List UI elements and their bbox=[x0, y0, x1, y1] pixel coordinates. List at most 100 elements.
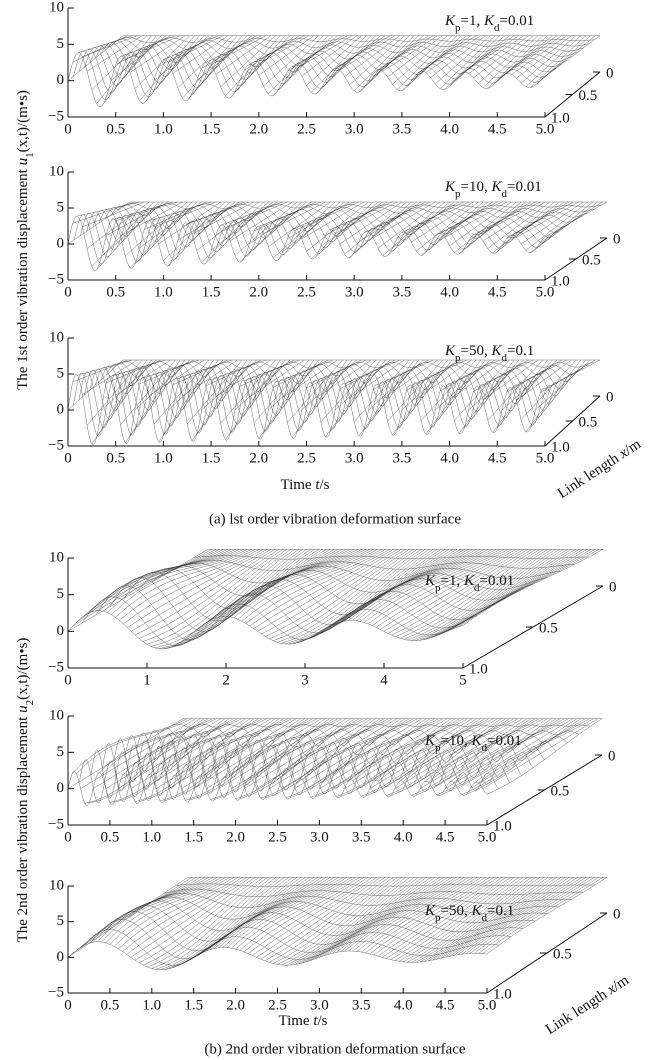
text-part: Time bbox=[278, 1013, 313, 1029]
x-tick-label: 3.0 bbox=[345, 284, 364, 300]
text-part: d bbox=[482, 912, 488, 924]
x-tick-label: 4.5 bbox=[488, 284, 507, 300]
mesh-line bbox=[177, 359, 233, 379]
x-tick-label: 4.5 bbox=[488, 121, 507, 137]
x-tick-label: 5.0 bbox=[536, 284, 555, 300]
mesh-line bbox=[79, 759, 499, 804]
text-part: (x,t)/(m•s) bbox=[15, 90, 31, 152]
mesh-line bbox=[269, 549, 410, 639]
text-part: d bbox=[482, 742, 488, 754]
mesh-line bbox=[119, 549, 260, 621]
mesh-line bbox=[123, 572, 520, 622]
mesh-line bbox=[67, 52, 546, 108]
y-tick-label: −5 bbox=[48, 984, 64, 1000]
depth-tick-label: 0 bbox=[606, 389, 614, 405]
mesh-line bbox=[105, 877, 226, 944]
mesh-line bbox=[78, 371, 557, 429]
x-tick-label: 4.0 bbox=[440, 450, 459, 466]
x-tick-label: 1 bbox=[143, 672, 151, 688]
y-tick-label: 10 bbox=[49, 163, 64, 179]
mesh-line bbox=[125, 735, 545, 772]
mesh-line bbox=[78, 49, 557, 93]
depth-tick-label: 1.0 bbox=[469, 661, 488, 677]
x-tick-label: 4.5 bbox=[436, 829, 455, 845]
mesh-line bbox=[425, 359, 481, 435]
mesh-line bbox=[358, 359, 415, 437]
mesh-line bbox=[281, 549, 422, 644]
text-part: 1 bbox=[24, 152, 36, 158]
y-tick-label: 0 bbox=[57, 949, 65, 965]
text-part: (x,t)/(m•s) bbox=[15, 638, 31, 700]
x-tick-label: 0.5 bbox=[106, 121, 125, 137]
text-part: u bbox=[15, 158, 31, 166]
mesh-line bbox=[67, 941, 488, 970]
mesh-line bbox=[164, 877, 285, 970]
y-axis-label: The 1st order vibration displacement u1(… bbox=[15, 90, 35, 390]
x-tick-label: 2 bbox=[222, 672, 230, 688]
y-tick-label: 0 bbox=[57, 401, 65, 417]
x-tick-label: 0.5 bbox=[101, 829, 120, 845]
mesh-line bbox=[97, 877, 218, 942]
x-tick-label: 0 bbox=[64, 450, 72, 466]
x-tick-label: 0 bbox=[64, 829, 72, 845]
text-part: =0.01 bbox=[487, 733, 522, 749]
caption: (b) 2nd order vibration deformation surf… bbox=[204, 1041, 465, 1057]
text-part: =10, bbox=[441, 733, 472, 749]
mesh-line bbox=[74, 214, 552, 265]
x-tick-label: 0 bbox=[64, 997, 72, 1013]
annotation: Kp=50, Kd=0.1 bbox=[424, 903, 514, 923]
mesh-line bbox=[439, 549, 580, 635]
text-part: d bbox=[502, 188, 508, 200]
mesh-line bbox=[378, 359, 434, 385]
depth-tick-label: 1.0 bbox=[551, 110, 570, 126]
mesh-line bbox=[146, 549, 288, 645]
mesh-line bbox=[151, 893, 572, 908]
mesh-line bbox=[75, 549, 216, 624]
mesh-line bbox=[67, 610, 464, 650]
mesh-line bbox=[103, 911, 524, 951]
y-tick-label: 0 bbox=[57, 780, 65, 796]
mesh-line bbox=[193, 555, 589, 560]
mesh-line bbox=[311, 359, 367, 383]
depth-tick-label: 1.0 bbox=[493, 986, 512, 1002]
mesh-line bbox=[249, 549, 390, 627]
text-part: /m bbox=[622, 437, 644, 459]
x-tick-label: 3.5 bbox=[393, 284, 412, 300]
y-tick-label: 5 bbox=[57, 913, 65, 929]
x-tick-label: 1.5 bbox=[202, 121, 221, 137]
depth-axis-label: Link length x/m bbox=[543, 973, 632, 1039]
x-tick-label: 1.5 bbox=[184, 997, 203, 1013]
mesh-line bbox=[111, 206, 589, 223]
depth-tick-label: 0 bbox=[609, 579, 617, 595]
x-tick-label: 4.0 bbox=[394, 829, 413, 845]
y-tick-label: 5 bbox=[57, 365, 65, 381]
x-tick-label: 4 bbox=[380, 672, 388, 688]
text-part: =10, bbox=[461, 179, 492, 195]
y-tick-label: 5 bbox=[57, 744, 65, 760]
y-tick-label: 10 bbox=[49, 0, 64, 15]
text-part: /m bbox=[610, 973, 632, 995]
mesh-line bbox=[110, 359, 166, 377]
y-tick-label: −5 bbox=[48, 271, 64, 287]
text-part: K bbox=[444, 13, 456, 29]
y-tick-label: 5 bbox=[57, 199, 65, 215]
mesh-line bbox=[117, 204, 595, 216]
mesh-line bbox=[148, 730, 568, 749]
x-tick-label: 0.5 bbox=[101, 997, 120, 1013]
text-part: K bbox=[463, 573, 475, 589]
x-tick-label: 2.0 bbox=[249, 284, 268, 300]
text-part: K bbox=[470, 903, 482, 919]
mesh-line bbox=[137, 568, 534, 610]
text-part: =0.1 bbox=[507, 343, 534, 359]
text-part: p bbox=[455, 188, 461, 200]
y-tick-label: 10 bbox=[49, 877, 64, 893]
text-part: t bbox=[315, 477, 320, 493]
mesh-line bbox=[277, 718, 393, 780]
mesh-line bbox=[84, 47, 562, 86]
mesh-line bbox=[206, 549, 347, 623]
x-tick-label: 4.0 bbox=[440, 284, 459, 300]
depth-tick-label: 0.5 bbox=[553, 946, 572, 962]
mesh-line bbox=[486, 718, 603, 795]
mesh-line bbox=[100, 42, 579, 65]
text-part: Link length bbox=[555, 449, 625, 502]
